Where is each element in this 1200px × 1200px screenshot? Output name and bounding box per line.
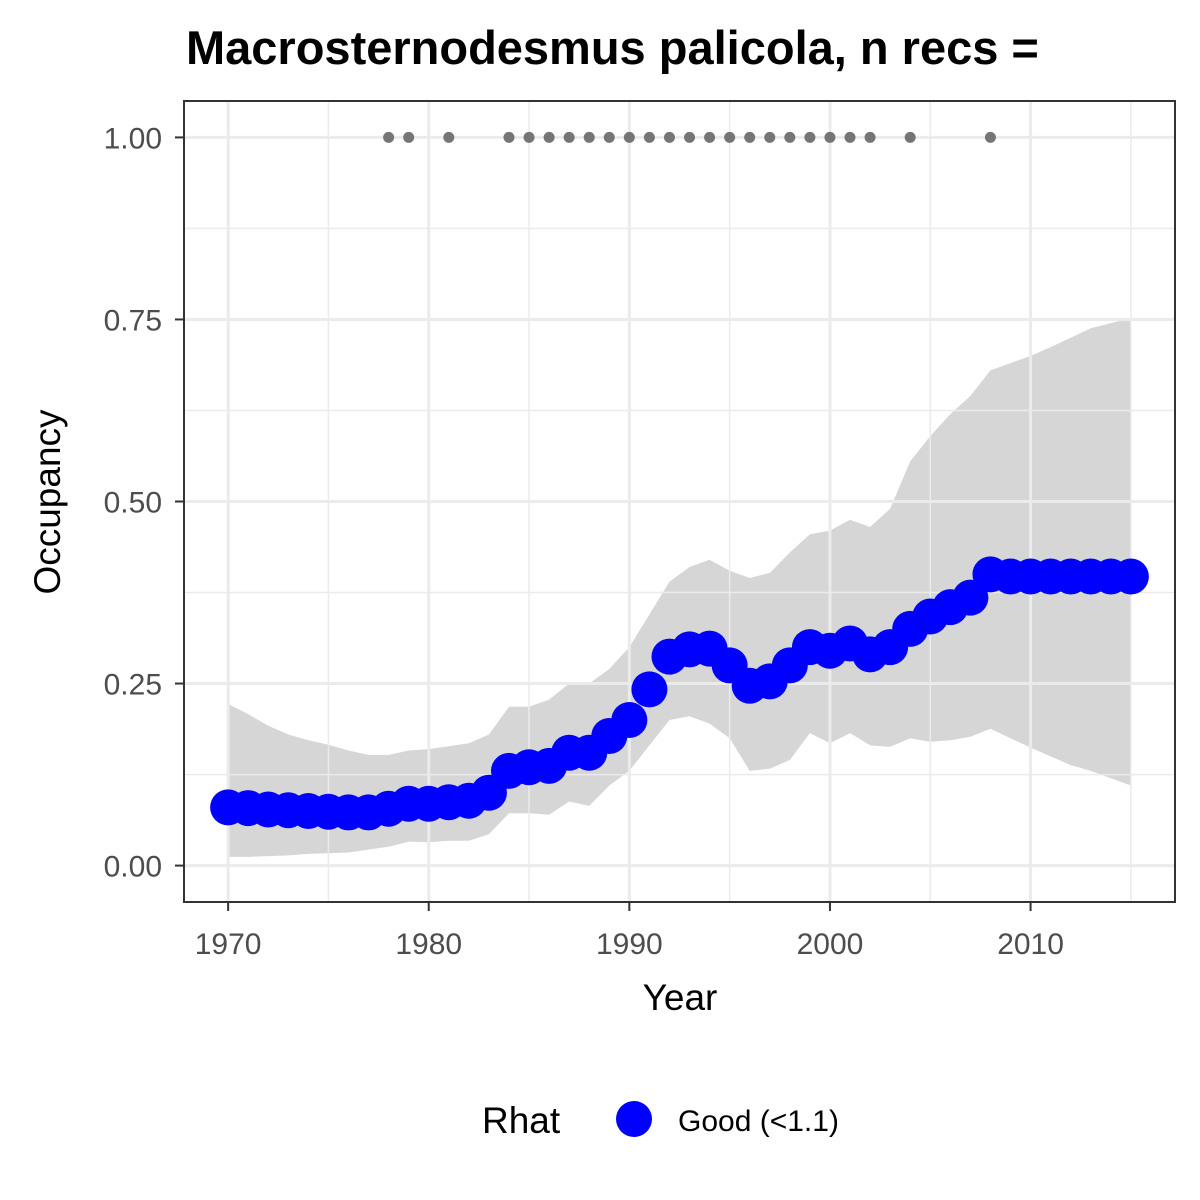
y-tick-label: 0.25 [104,669,162,702]
record-point [643,131,655,143]
record-point [503,131,515,143]
ribbon-layer [228,318,1131,857]
record-point [663,131,675,143]
record-point [603,131,615,143]
record-point [403,131,415,143]
credible-interval-ribbon [228,318,1131,857]
legend: Rhat Good (<1.1) [482,1100,839,1141]
record-point [984,131,996,143]
record-point [443,131,455,143]
legend-title: Rhat [482,1100,561,1141]
record-point [684,131,696,143]
record-point [724,131,736,143]
occupancy-point [631,671,668,708]
x-tick-label: 1970 [195,928,262,961]
y-tick-label: 0.00 [104,851,162,884]
chart-title: Macrosternodesmus palicola, n recs = [186,21,1039,74]
occupancy-point [1112,558,1149,595]
record-point [704,131,716,143]
legend-key-good [616,1101,652,1137]
record-point [383,131,395,143]
y-tick-label: 1.00 [104,122,162,155]
occupancy-point [952,579,989,616]
record-point [824,131,836,143]
y-tick-label: 0.75 [104,304,162,337]
x-tick-label: 2000 [797,928,864,961]
record-point [744,131,756,143]
record-point [804,131,816,143]
x-tick-label: 2010 [997,928,1064,961]
legend-label-good: Good (<1.1) [678,1105,839,1138]
record-point [523,131,535,143]
record-point [543,131,555,143]
record-point [844,131,856,143]
record-point [623,131,635,143]
points-layer [210,556,1149,831]
record-point [583,131,595,143]
x-tick-label: 1980 [395,928,462,961]
record-point [904,131,916,143]
records-layer [383,131,996,143]
y-axis-title: Occupancy [27,409,68,595]
record-point [764,131,776,143]
x-tick-label: 1990 [596,928,663,961]
grid-layer [184,101,1175,902]
record-point [864,131,876,143]
x-axis-title: Year [643,977,718,1018]
record-point [563,131,575,143]
record-point [784,131,796,143]
occupancy-point [611,701,648,738]
y-tick-label: 0.50 [104,487,162,520]
axis-layer: 1970 1980 1990 2000 2010 0.00 0.25 0.50 0.75 1.00 [104,122,1064,961]
